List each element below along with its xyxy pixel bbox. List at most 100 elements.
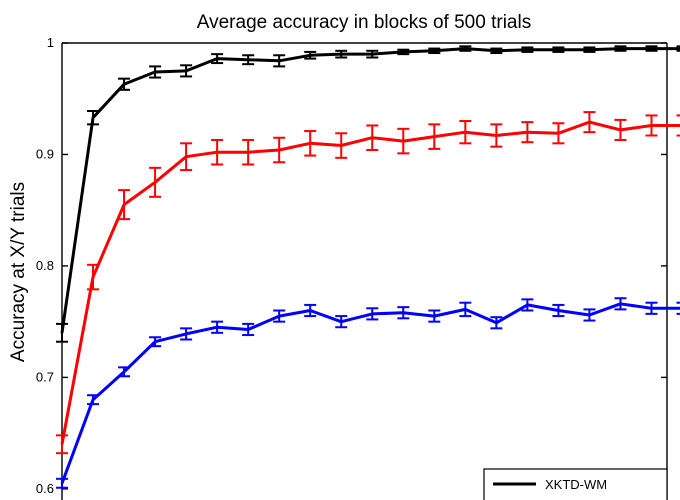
error-bar — [273, 54, 286, 68]
data-point — [650, 124, 653, 127]
error-bar — [242, 322, 255, 337]
data-point — [464, 130, 467, 134]
error-bar — [273, 309, 286, 323]
y-tick-label: 1 — [47, 35, 54, 50]
error-bar — [149, 166, 162, 198]
error-bar — [490, 47, 503, 55]
error-bar — [366, 124, 379, 152]
error-bar — [397, 306, 410, 320]
error-bar — [428, 309, 441, 323]
error-bar — [366, 49, 379, 59]
error-bar — [552, 303, 565, 318]
data-point — [619, 47, 622, 50]
legend: XKTD-WM — [483, 468, 668, 500]
data-point — [433, 314, 436, 318]
error-bar — [56, 434, 68, 455]
error-bar — [180, 64, 193, 78]
error-bar — [645, 114, 658, 137]
error-bar — [676, 45, 680, 52]
data-point — [60, 443, 64, 446]
data-point — [246, 58, 250, 61]
error-bar — [211, 53, 224, 65]
error-bar — [56, 322, 68, 343]
data-point — [464, 308, 467, 311]
error-bar — [180, 327, 193, 341]
data-point — [588, 313, 591, 317]
data-point — [153, 181, 157, 184]
error-bar — [397, 48, 410, 56]
series-0 — [56, 45, 680, 343]
y-axis-label: Accuracy at X/Y trials — [8, 182, 29, 362]
error-bar — [614, 118, 627, 141]
data-point — [340, 320, 343, 323]
error-bar — [397, 127, 410, 155]
data-point — [402, 50, 405, 54]
data-point — [526, 130, 529, 134]
data-point — [122, 370, 126, 374]
error-bar — [583, 46, 596, 53]
error-bar — [87, 394, 100, 406]
data-point — [277, 148, 281, 152]
data-point — [588, 48, 591, 51]
error-bar — [614, 45, 627, 52]
data-point — [309, 54, 312, 57]
data-point — [184, 155, 188, 158]
data-point — [619, 302, 622, 306]
chart-title: Average accuracy in blocks of 500 trials — [197, 12, 531, 33]
data-point — [340, 52, 343, 56]
data-point — [246, 151, 250, 154]
error-bar — [583, 111, 596, 134]
data-point — [557, 48, 560, 51]
data-point — [153, 340, 157, 343]
data-point — [371, 136, 374, 139]
plot-area: 0.6 0.7 0.8 0.9 1 — [36, 35, 680, 500]
error-bar — [304, 303, 317, 318]
error-bar — [211, 138, 224, 166]
error-bar — [180, 142, 193, 172]
error-bar — [552, 122, 565, 145]
error-bar — [521, 46, 534, 53]
data-point — [184, 332, 188, 336]
error-bar — [583, 308, 596, 322]
data-point — [371, 52, 374, 56]
data-point — [215, 57, 219, 60]
error-bar — [459, 45, 472, 52]
error-bar — [87, 263, 100, 291]
data-point — [60, 331, 64, 335]
data-point — [464, 47, 467, 50]
data-point — [91, 275, 95, 279]
data-point — [60, 482, 64, 485]
data-point — [215, 151, 219, 154]
data-point — [495, 49, 498, 53]
data-point — [619, 128, 622, 132]
data-point — [309, 142, 312, 145]
data-point — [122, 203, 126, 206]
data-point — [433, 135, 436, 138]
data-point — [495, 134, 498, 137]
data-point — [588, 120, 591, 124]
y-tick-label: 0.6 — [36, 481, 54, 496]
data-point — [402, 139, 405, 143]
data-point — [184, 69, 188, 73]
data-point — [557, 309, 560, 312]
error-bar — [211, 320, 224, 334]
error-bar — [149, 65, 162, 79]
y-tick-label: 0.7 — [36, 369, 54, 384]
legend-entry: XKTD-WM — [545, 477, 607, 492]
error-bar — [335, 49, 348, 59]
error-bar — [521, 121, 534, 144]
data-point — [153, 70, 157, 74]
error-bar — [459, 301, 472, 318]
error-bar — [676, 114, 680, 137]
data-point — [277, 59, 281, 63]
series-2 — [56, 297, 680, 489]
error-bar — [614, 297, 627, 311]
error-bar — [304, 50, 317, 60]
error-bar — [676, 301, 680, 315]
data-point — [526, 303, 529, 307]
data-point — [215, 326, 219, 329]
error-bar — [56, 477, 68, 489]
y-tick-label: 0.9 — [36, 146, 54, 161]
data-point — [495, 321, 498, 324]
